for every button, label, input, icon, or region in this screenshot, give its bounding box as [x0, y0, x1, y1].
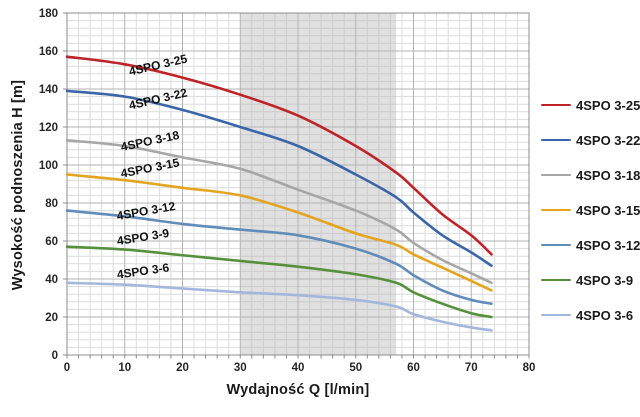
legend-item: 4SPO 3-6 — [541, 305, 633, 325]
y-axis-title: Wysokość podnoszenia H [m] — [10, 79, 26, 291]
legend-item-label: 4SPO 3-6 — [576, 307, 634, 323]
curve-4spo-3-25 — [65, 55, 493, 256]
legend-item: 4SPO 3-22 — [541, 130, 640, 150]
x-tick-label: 40 — [292, 362, 305, 374]
legend-item: 4SPO 3-25 — [541, 95, 640, 115]
legend-line-swatch — [541, 278, 571, 282]
legend-item-label: 4SPO 3-22 — [576, 132, 640, 148]
y-tick-label: 160 — [39, 46, 58, 58]
legend-line-swatch — [541, 138, 571, 142]
curve-4spo-3-9 — [65, 245, 493, 319]
legend-line-swatch — [541, 313, 571, 317]
legend: 4SPO 3-25 4SPO 3-22 4SPO 3-18 4SPO 3-15 4SPO… — [541, 0, 640, 417]
curve-4spo-3-12 — [65, 209, 493, 305]
legend-item: 4SPO 3-15 — [541, 200, 640, 220]
curve-4spo-3-15 — [65, 173, 493, 292]
legend-item-label: 4SPO 3-9 — [576, 272, 634, 288]
x-tick-label: 0 — [64, 362, 70, 374]
x-tick-label: 10 — [118, 362, 131, 374]
y-tick-label: 180 — [39, 8, 58, 20]
x-tick-label: 70 — [465, 362, 478, 374]
legend-item-label: 4SPO 3-15 — [576, 202, 640, 218]
legend-item: 4SPO 3-18 — [541, 165, 640, 185]
y-tick-label: 20 — [45, 312, 58, 324]
x-tick-label: 60 — [407, 362, 420, 374]
legend-line-swatch — [541, 208, 571, 212]
recommended-range-band — [240, 13, 397, 355]
y-tick-label: 0 — [52, 350, 58, 362]
y-tick-label: 120 — [39, 122, 58, 134]
y-tick-label: 100 — [39, 160, 58, 172]
legend-item-label: 4SPO 3-18 — [576, 167, 640, 183]
legend-item: 4SPO 3-12 — [541, 235, 640, 255]
y-tick-label: 40 — [45, 274, 58, 286]
x-tick-label: 20 — [176, 362, 189, 374]
legend-line-swatch — [541, 103, 571, 107]
y-tick-label: 140 — [39, 84, 58, 96]
x-tick-label: 30 — [234, 362, 247, 374]
legend-item-label: 4SPO 3-25 — [576, 97, 640, 113]
legend-item: 4SPO 3-9 — [541, 270, 633, 290]
legend-item-label: 4SPO 3-12 — [576, 237, 640, 253]
y-tick-label: 80 — [45, 198, 58, 210]
curve-4spo-3-22 — [65, 89, 493, 267]
legend-line-swatch — [541, 173, 571, 177]
curve-4spo-3-6 — [65, 281, 493, 332]
x-axis-title: Wydajność Q [l/min] — [226, 382, 370, 398]
curve-4spo-3-18 — [65, 139, 493, 285]
x-tick-label: 80 — [523, 362, 536, 374]
y-tick-label: 60 — [45, 236, 58, 248]
legend-line-swatch — [541, 243, 571, 247]
x-tick-label: 50 — [349, 362, 362, 374]
